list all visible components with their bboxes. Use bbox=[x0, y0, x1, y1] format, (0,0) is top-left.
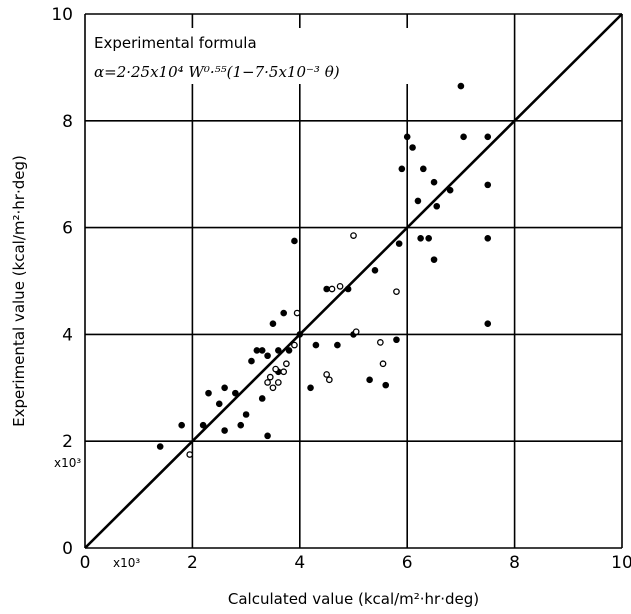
open-point-3 bbox=[269, 384, 277, 392]
filled-point-14 bbox=[264, 432, 271, 440]
open-point-6 bbox=[280, 368, 288, 376]
filled-point-22 bbox=[296, 331, 304, 338]
filled-point-21 bbox=[291, 237, 298, 245]
filled-point-26 bbox=[334, 341, 341, 349]
filled-point-38 bbox=[420, 165, 427, 173]
filled-point-48 bbox=[484, 181, 492, 189]
filled-point-30 bbox=[371, 267, 379, 274]
open-point-15 bbox=[352, 328, 360, 336]
filled-point-1 bbox=[178, 421, 185, 429]
open-point-8 bbox=[291, 341, 298, 349]
open-point-14 bbox=[350, 232, 357, 239]
x-axis-label: Calculated value (kcal/m²·hr·deg) bbox=[228, 590, 479, 608]
x-tick-label-0: 0 bbox=[80, 553, 91, 573]
filled-point-47 bbox=[484, 133, 492, 141]
open-point-2 bbox=[266, 373, 274, 381]
filled-point-43 bbox=[430, 178, 438, 186]
filled-point-36 bbox=[409, 144, 416, 151]
filled-point-44 bbox=[446, 186, 454, 194]
y-tick-label-2: 4 bbox=[62, 325, 73, 345]
filled-point-15 bbox=[264, 352, 271, 360]
x-tick-label-1: 2 bbox=[187, 553, 198, 573]
filled-point-9 bbox=[242, 411, 250, 418]
open-point-12 bbox=[328, 285, 336, 293]
filled-point-5 bbox=[221, 384, 228, 392]
filled-point-23 bbox=[307, 384, 314, 392]
y-tick-label-5: 10 bbox=[51, 5, 73, 25]
y-tick-label-4: 8 bbox=[62, 112, 73, 132]
open-point-4 bbox=[272, 365, 279, 373]
x-tick-label-5: 10 bbox=[611, 553, 631, 573]
y-tick-label-3: 6 bbox=[62, 219, 73, 239]
filled-point-29 bbox=[366, 376, 373, 384]
filled-point-41 bbox=[430, 256, 438, 263]
filled-point-0 bbox=[156, 443, 164, 450]
open-point-10 bbox=[323, 371, 330, 378]
open-point-11 bbox=[325, 376, 333, 384]
annotation-formula: α=2·25x10⁴ W⁰·⁵⁵(1−7·5x10⁻³ θ) bbox=[94, 63, 340, 81]
x-tick-label-2: 4 bbox=[294, 553, 305, 573]
open-point-1 bbox=[264, 379, 271, 386]
filled-point-50 bbox=[484, 320, 492, 328]
filled-point-40 bbox=[425, 234, 432, 242]
filled-point-34 bbox=[398, 165, 406, 173]
open-point-17 bbox=[379, 360, 387, 368]
x-tick-label-4: 8 bbox=[509, 553, 520, 573]
filled-point-8 bbox=[237, 421, 245, 429]
filled-point-2 bbox=[199, 421, 207, 429]
filled-point-17 bbox=[275, 347, 282, 354]
filled-point-37 bbox=[414, 197, 422, 205]
filled-point-6 bbox=[221, 427, 228, 434]
open-point-7 bbox=[283, 360, 290, 368]
data-points bbox=[156, 82, 492, 458]
filled-point-49 bbox=[484, 234, 492, 242]
filled-point-12 bbox=[258, 395, 266, 402]
filled-point-3 bbox=[205, 389, 212, 397]
filled-point-19 bbox=[280, 309, 287, 317]
open-point-9 bbox=[293, 309, 301, 317]
y-multiplier-label: x10³ bbox=[54, 456, 81, 470]
filled-point-13 bbox=[258, 347, 266, 354]
reference-line bbox=[84, 13, 623, 549]
filled-point-45 bbox=[457, 82, 465, 90]
filled-point-35 bbox=[403, 133, 411, 141]
x-tick-labels: 0 2 4 6 8 10 bbox=[80, 553, 631, 573]
y-tick-label-1: 2 bbox=[62, 432, 73, 452]
filled-point-7 bbox=[232, 389, 239, 397]
annotation-background bbox=[90, 28, 420, 84]
open-point-18 bbox=[393, 288, 400, 296]
filled-point-33 bbox=[395, 240, 403, 247]
open-point-13 bbox=[336, 282, 344, 290]
filled-point-27 bbox=[344, 285, 352, 293]
filled-point-10 bbox=[248, 357, 255, 365]
x-tick-label-3: 6 bbox=[402, 553, 413, 573]
filled-point-16 bbox=[269, 320, 277, 328]
y-axis-label: Experimental value (kcal/m²·hr·deg) bbox=[10, 155, 28, 427]
open-point-5 bbox=[274, 379, 282, 386]
filled-point-46 bbox=[460, 133, 467, 141]
annotation-title: Experimental formula bbox=[94, 34, 257, 52]
y-tick-label-0: 0 bbox=[62, 539, 73, 559]
filled-point-32 bbox=[393, 336, 400, 344]
open-point-16 bbox=[376, 339, 384, 346]
filled-point-42 bbox=[433, 202, 441, 210]
filled-point-20 bbox=[285, 347, 293, 354]
filled-point-4 bbox=[215, 400, 223, 408]
filled-point-39 bbox=[417, 234, 424, 242]
open-point-0 bbox=[186, 451, 194, 458]
y-tick-labels: 0 2 4 6 8 10 bbox=[51, 5, 73, 559]
x-multiplier-label: x10³ bbox=[113, 556, 140, 570]
filled-point-31 bbox=[382, 381, 390, 389]
filled-point-24 bbox=[312, 341, 320, 349]
